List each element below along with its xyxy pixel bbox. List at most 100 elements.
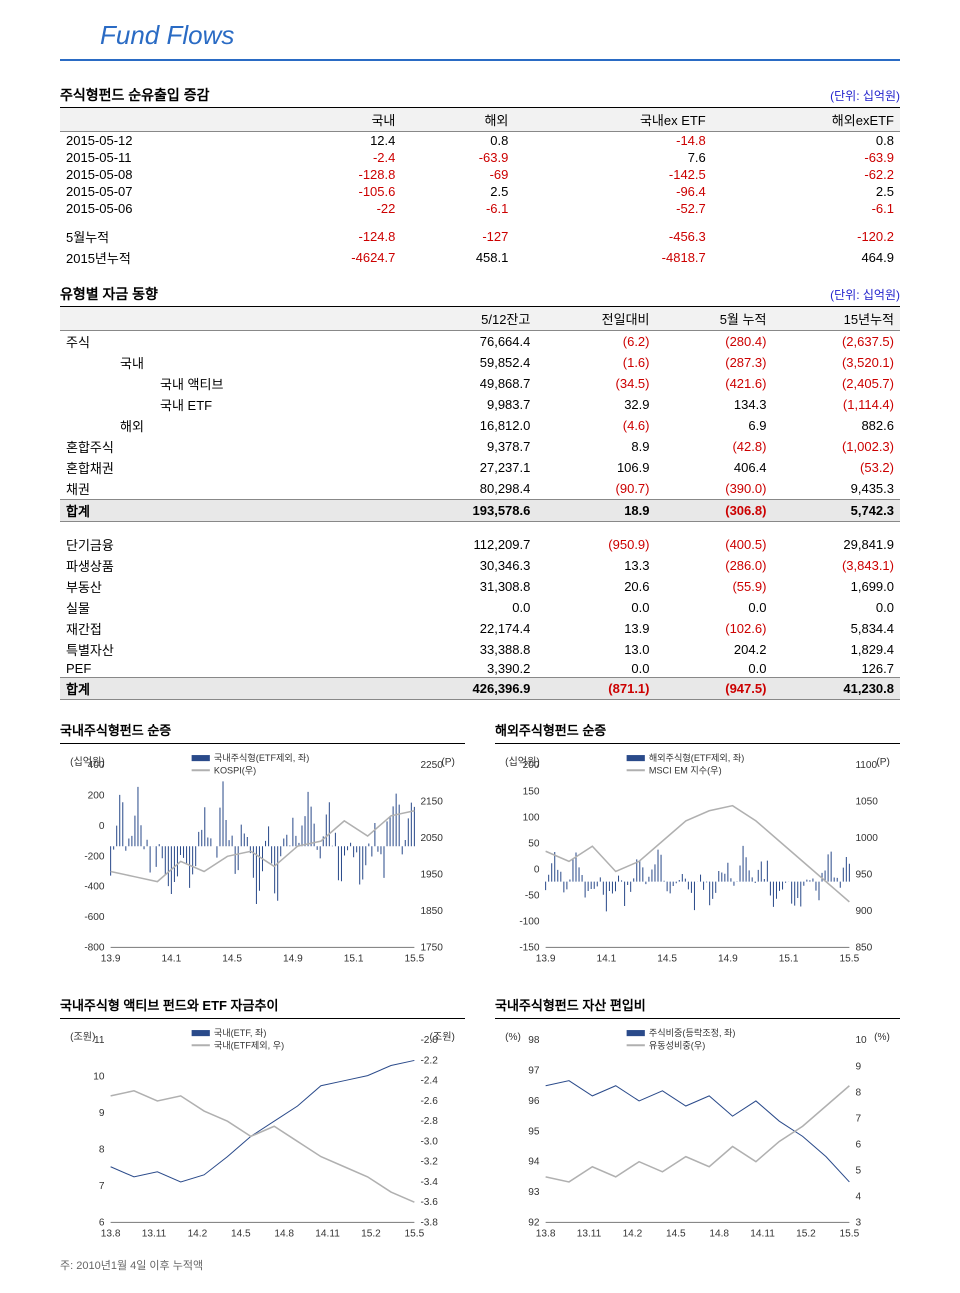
table-cell: 0.0 [656,660,773,678]
table-cell: 22,174.4 [397,618,536,639]
table-row: 2015-05-08-128.8-69-142.5-62.2 [60,166,900,183]
svg-text:8: 8 [99,1145,105,1156]
svg-text:1850: 1850 [420,906,443,917]
table-cell: 30,346.3 [397,555,536,576]
svg-text:-3.4: -3.4 [420,1177,438,1188]
table-cell: -120.2 [712,217,900,247]
svg-text:2150: 2150 [420,796,443,807]
table-row-label: 2015-05-12 [60,132,259,150]
svg-text:-3.6: -3.6 [420,1197,438,1208]
table-header: 전일대비 [536,307,655,331]
svg-text:13.8: 13.8 [536,1229,556,1240]
table-cell: -6.1 [712,200,900,217]
table-cell: (871.1) [536,677,655,699]
table-cell: 882.6 [772,415,900,436]
table-row-label: 5월누적 [60,217,259,247]
table-row: 국내59,852.4(1.6)(287.3)(3,520.1) [60,352,900,373]
table-cell: 406.4 [656,457,773,478]
svg-text:13.8: 13.8 [101,1229,121,1240]
svg-text:14.5: 14.5 [231,1229,251,1240]
table-row-label: 합계 [60,677,397,699]
table-cell: -128.8 [259,166,401,183]
table-cell: 7.6 [514,149,711,166]
svg-text:-600: -600 [84,912,105,923]
chart1-title: 국내주식형펀드 순증 [60,720,465,744]
svg-text:96: 96 [528,1096,540,1107]
table-cell: (90.7) [536,478,655,500]
table-cell: 9,983.7 [397,394,536,415]
table-row: 5월누적-124.8-127-456.3-120.2 [60,217,900,247]
svg-text:-2.4: -2.4 [420,1076,438,1087]
table1-unit: (단위: 십억원) [830,87,900,104]
svg-text:14.11: 14.11 [315,1229,340,1240]
chart1-box: 국내주식형펀드 순증 (십억원)(P)국내주식형(ETF제외, 좌)KOSPI(… [60,720,465,976]
table-cell: -63.9 [401,149,514,166]
svg-text:-3.8: -3.8 [420,1218,438,1229]
svg-text:국내(ETF제외, 우): 국내(ETF제외, 우) [214,1040,284,1051]
table-row: 실물0.00.00.00.0 [60,597,900,618]
table-cell: 9,378.7 [397,436,536,457]
table-cell: (4.6) [536,415,655,436]
table-row-label: 부동산 [60,576,397,597]
svg-text:14.9: 14.9 [283,953,303,964]
svg-text:900: 900 [855,906,872,917]
table-cell: 59,852.4 [397,352,536,373]
table-cell: -4624.7 [259,247,401,268]
svg-text:9: 9 [99,1108,105,1119]
table-cell: -6.1 [401,200,514,217]
chart3-title: 국내주식형 액티브 펀드와 ETF 자금추이 [60,995,465,1019]
svg-text:(조원): (조원) [70,1031,95,1043]
table-row: 채권80,298.4(90.7)(390.0)9,435.3 [60,478,900,500]
chart2-title: 해외주식형펀드 순증 [495,720,900,744]
charts-row-2: 국내주식형 액티브 펀드와 ETF 자금추이 (조원)(조원)국내(ETF, 좌… [60,995,900,1273]
table-row: 국내 액티브49,868.7(34.5)(421.6)(2,405.7) [60,373,900,394]
table-cell: -127 [401,217,514,247]
table-cell: (400.5) [656,534,773,555]
svg-text:-2.2: -2.2 [420,1056,438,1067]
table-cell: 5,742.3 [772,500,900,522]
svg-text:6: 6 [855,1140,861,1151]
table-cell: 0.0 [772,597,900,618]
table-cell: 193,578.6 [397,500,536,522]
table-row: 2015-05-07-105.62.5-96.42.5 [60,183,900,200]
table-cell: 33,388.8 [397,639,536,660]
table-cell: 126.7 [772,660,900,678]
table-row: 2015-05-1212.40.8-14.80.8 [60,132,900,150]
table-cell: -14.8 [514,132,711,150]
table2-block: 유형별 자금 동향 (단위: 십억원) 5/12잔고전일대비5월 누적15년누적… [60,284,900,700]
table-cell: 80,298.4 [397,478,536,500]
chart2-box: 해외주식형펀드 순증 (십억원)(P)해외주식형(ETF제외, 좌)MSCI E… [495,720,900,976]
table-header: 국내 [259,108,401,132]
svg-text:-200: -200 [84,851,105,862]
svg-text:국내(ETF, 좌): 국내(ETF, 좌) [214,1028,266,1038]
svg-text:15.5: 15.5 [405,953,425,964]
table-cell: 5,834.4 [772,618,900,639]
table-row: 부동산31,308.820.6(55.9)1,699.0 [60,576,900,597]
svg-text:97: 97 [528,1066,540,1077]
svg-text:100: 100 [523,812,540,823]
chart4-title: 국내주식형펀드 자산 편입비 [495,995,900,1019]
table-row-label: PEF [60,660,397,678]
table-row-label: 2015-05-06 [60,200,259,217]
table-row: 국내 ETF9,983.732.9134.3(1,114.4) [60,394,900,415]
chart2-svg: (십억원)(P)해외주식형(ETF제외, 좌)MSCI EM 지수(우)-150… [495,750,900,973]
table-cell: 0.0 [656,597,773,618]
svg-text:1950: 1950 [420,869,443,880]
svg-text:7: 7 [99,1181,105,1192]
svg-text:(P): (P) [441,757,454,768]
chart1-svg: (십억원)(P)국내주식형(ETF제외, 좌)KOSPI(우)-800-600-… [60,750,465,973]
table-row-label: 특별자산 [60,639,397,660]
table-cell: 0.8 [401,132,514,150]
table-cell: (34.5) [536,373,655,394]
table-cell: -63.9 [712,149,900,166]
table-header [60,108,259,132]
table-total-row: 합계193,578.618.9(306.8)5,742.3 [60,500,900,522]
table-cell: -96.4 [514,183,711,200]
svg-text:1050: 1050 [855,796,878,807]
chart4-box: 국내주식형펀드 자산 편입비 (%)(%)주식비중(등락조정, 좌)유동성비중(… [495,995,900,1273]
svg-text:98: 98 [528,1035,540,1046]
table-cell: -52.7 [514,200,711,217]
table-row-label: 실물 [60,597,397,618]
table-cell: -124.8 [259,217,401,247]
svg-text:(P): (P) [876,757,889,768]
